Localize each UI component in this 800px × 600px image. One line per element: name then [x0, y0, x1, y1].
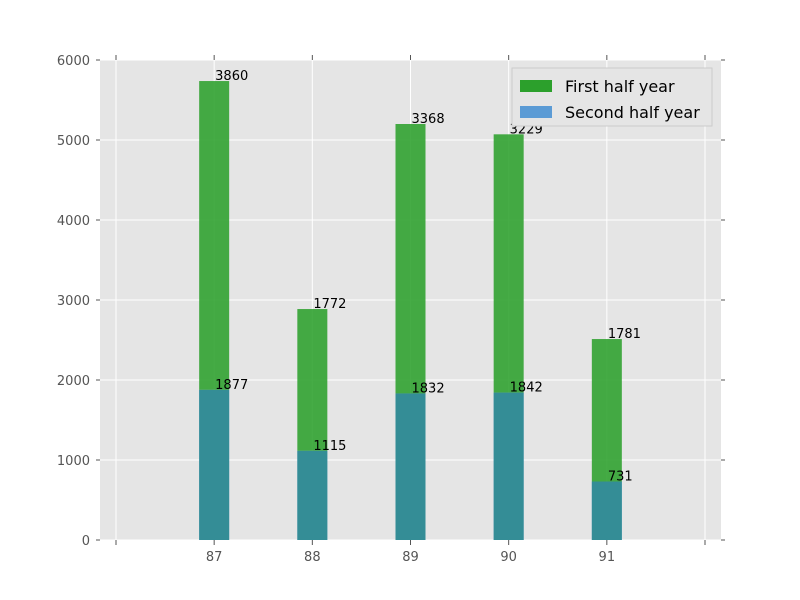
y-tick-label: 2000 [57, 374, 90, 389]
legend-swatch [520, 80, 552, 92]
legend-swatch [520, 106, 552, 118]
y-tick-label: 3000 [57, 294, 90, 309]
legend: First half year Second half year [511, 67, 713, 127]
bar-second-half-year-overlay [591, 481, 622, 540]
y-axis-tick-labels: 0 1000 2000 3000 4000 5000 6000 [57, 54, 90, 549]
data-label-second-half-year: 1115 [313, 439, 346, 454]
bar-first-half-year [591, 339, 622, 482]
y-tick-label: 4000 [57, 214, 90, 229]
data-label-first-half-year: 3860 [215, 69, 248, 84]
y-tick-label: 0 [82, 534, 90, 549]
legend-label: First half year [565, 77, 675, 96]
bar-first-half-year [199, 81, 230, 390]
data-label-first-half-year: 1781 [608, 327, 641, 342]
axis-ticks [96, 55, 725, 545]
data-label-first-half-year: 3368 [412, 112, 445, 127]
data-label-second-half-year: 1842 [510, 381, 543, 396]
legend-label: Second half year [565, 103, 700, 122]
bar-second-half-year-overlay [493, 392, 524, 540]
x-tick-label: 89 [402, 550, 419, 565]
bar-second-half-year-overlay [395, 393, 426, 540]
bar-second-half-year-overlay [199, 389, 230, 540]
bar-second-half-year-overlay [297, 450, 328, 540]
x-tick-label: 87 [206, 550, 223, 565]
data-label-second-half-year: 731 [608, 470, 633, 485]
bar-first-half-year [297, 309, 328, 451]
x-tick-label: 90 [500, 550, 517, 565]
y-tick-label: 6000 [57, 54, 90, 69]
x-axis-tick-labels: 87 88 89 90 91 [206, 550, 615, 565]
series-first-half-year [199, 81, 622, 540]
bar-first-half-year [395, 124, 426, 394]
data-label-first-half-year: 1772 [313, 297, 346, 312]
bar-first-half-year [493, 134, 524, 393]
data-label-second-half-year: 1832 [412, 381, 445, 396]
y-tick-label: 1000 [57, 454, 90, 469]
x-tick-label: 88 [304, 550, 321, 565]
data-label-second-half-year: 1877 [215, 378, 248, 393]
x-tick-label: 91 [599, 550, 616, 565]
y-tick-label: 5000 [57, 134, 90, 149]
